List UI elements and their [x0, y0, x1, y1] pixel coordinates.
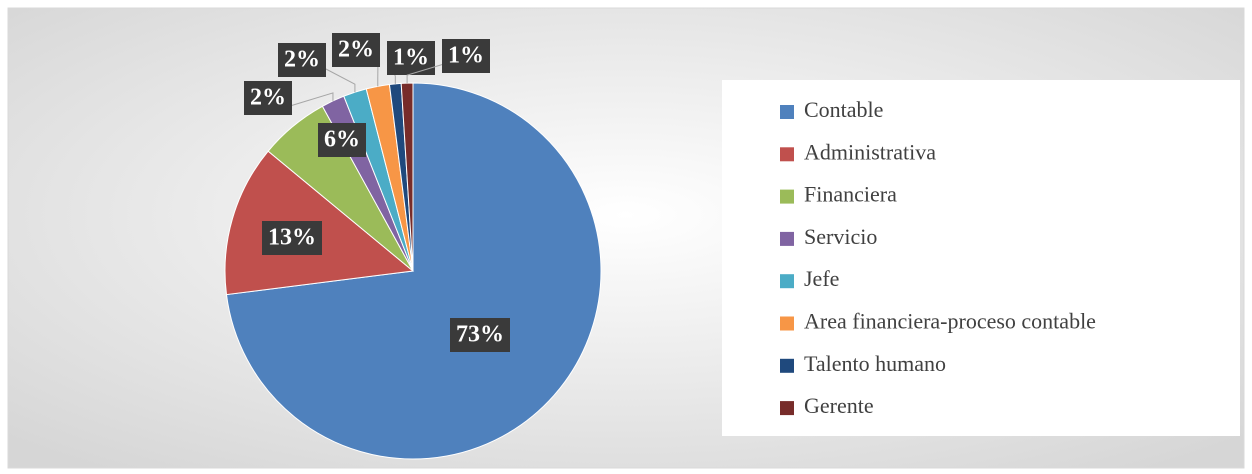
legend-label: Financiera [804, 182, 897, 207]
data-label: 2% [284, 47, 320, 73]
legend-swatch [780, 189, 794, 204]
legend-label: Contable [804, 97, 883, 122]
data-label: 2% [338, 37, 374, 63]
data-label-box [262, 221, 322, 255]
legend-label: Talento humano [804, 351, 946, 376]
data-label: 2% [250, 85, 286, 111]
legend-label: Administrativa [804, 139, 936, 164]
leader-line [289, 92, 334, 107]
legend-swatch [780, 358, 794, 373]
legend-label: Jefe [804, 266, 839, 291]
data-label-box [244, 81, 292, 115]
leader-line [323, 67, 356, 93]
data-label: 1% [393, 45, 429, 71]
data-label-box [442, 39, 490, 73]
data-label-box [278, 43, 326, 77]
legend-swatch [780, 316, 794, 331]
legend-label: Gerente [804, 393, 874, 418]
data-label: 73% [456, 322, 504, 348]
legend-swatch [780, 274, 794, 289]
data-label: 13% [268, 225, 316, 251]
legend-label: Servicio [804, 224, 877, 249]
legend-box [722, 80, 1240, 436]
legend-swatch [780, 105, 794, 119]
legend-label: Area financiera-proceso contable [804, 309, 1096, 334]
data-label-box [318, 123, 366, 157]
data-label-box [450, 318, 510, 352]
legend-swatch [780, 231, 794, 246]
data-label-box [332, 33, 380, 67]
legend-swatch [780, 147, 794, 162]
leader-line [406, 63, 445, 84]
data-label: 6% [324, 127, 360, 153]
pie-slice [400, 82, 414, 272]
legend-swatch [780, 401, 794, 416]
data-label: 1% [448, 43, 484, 69]
